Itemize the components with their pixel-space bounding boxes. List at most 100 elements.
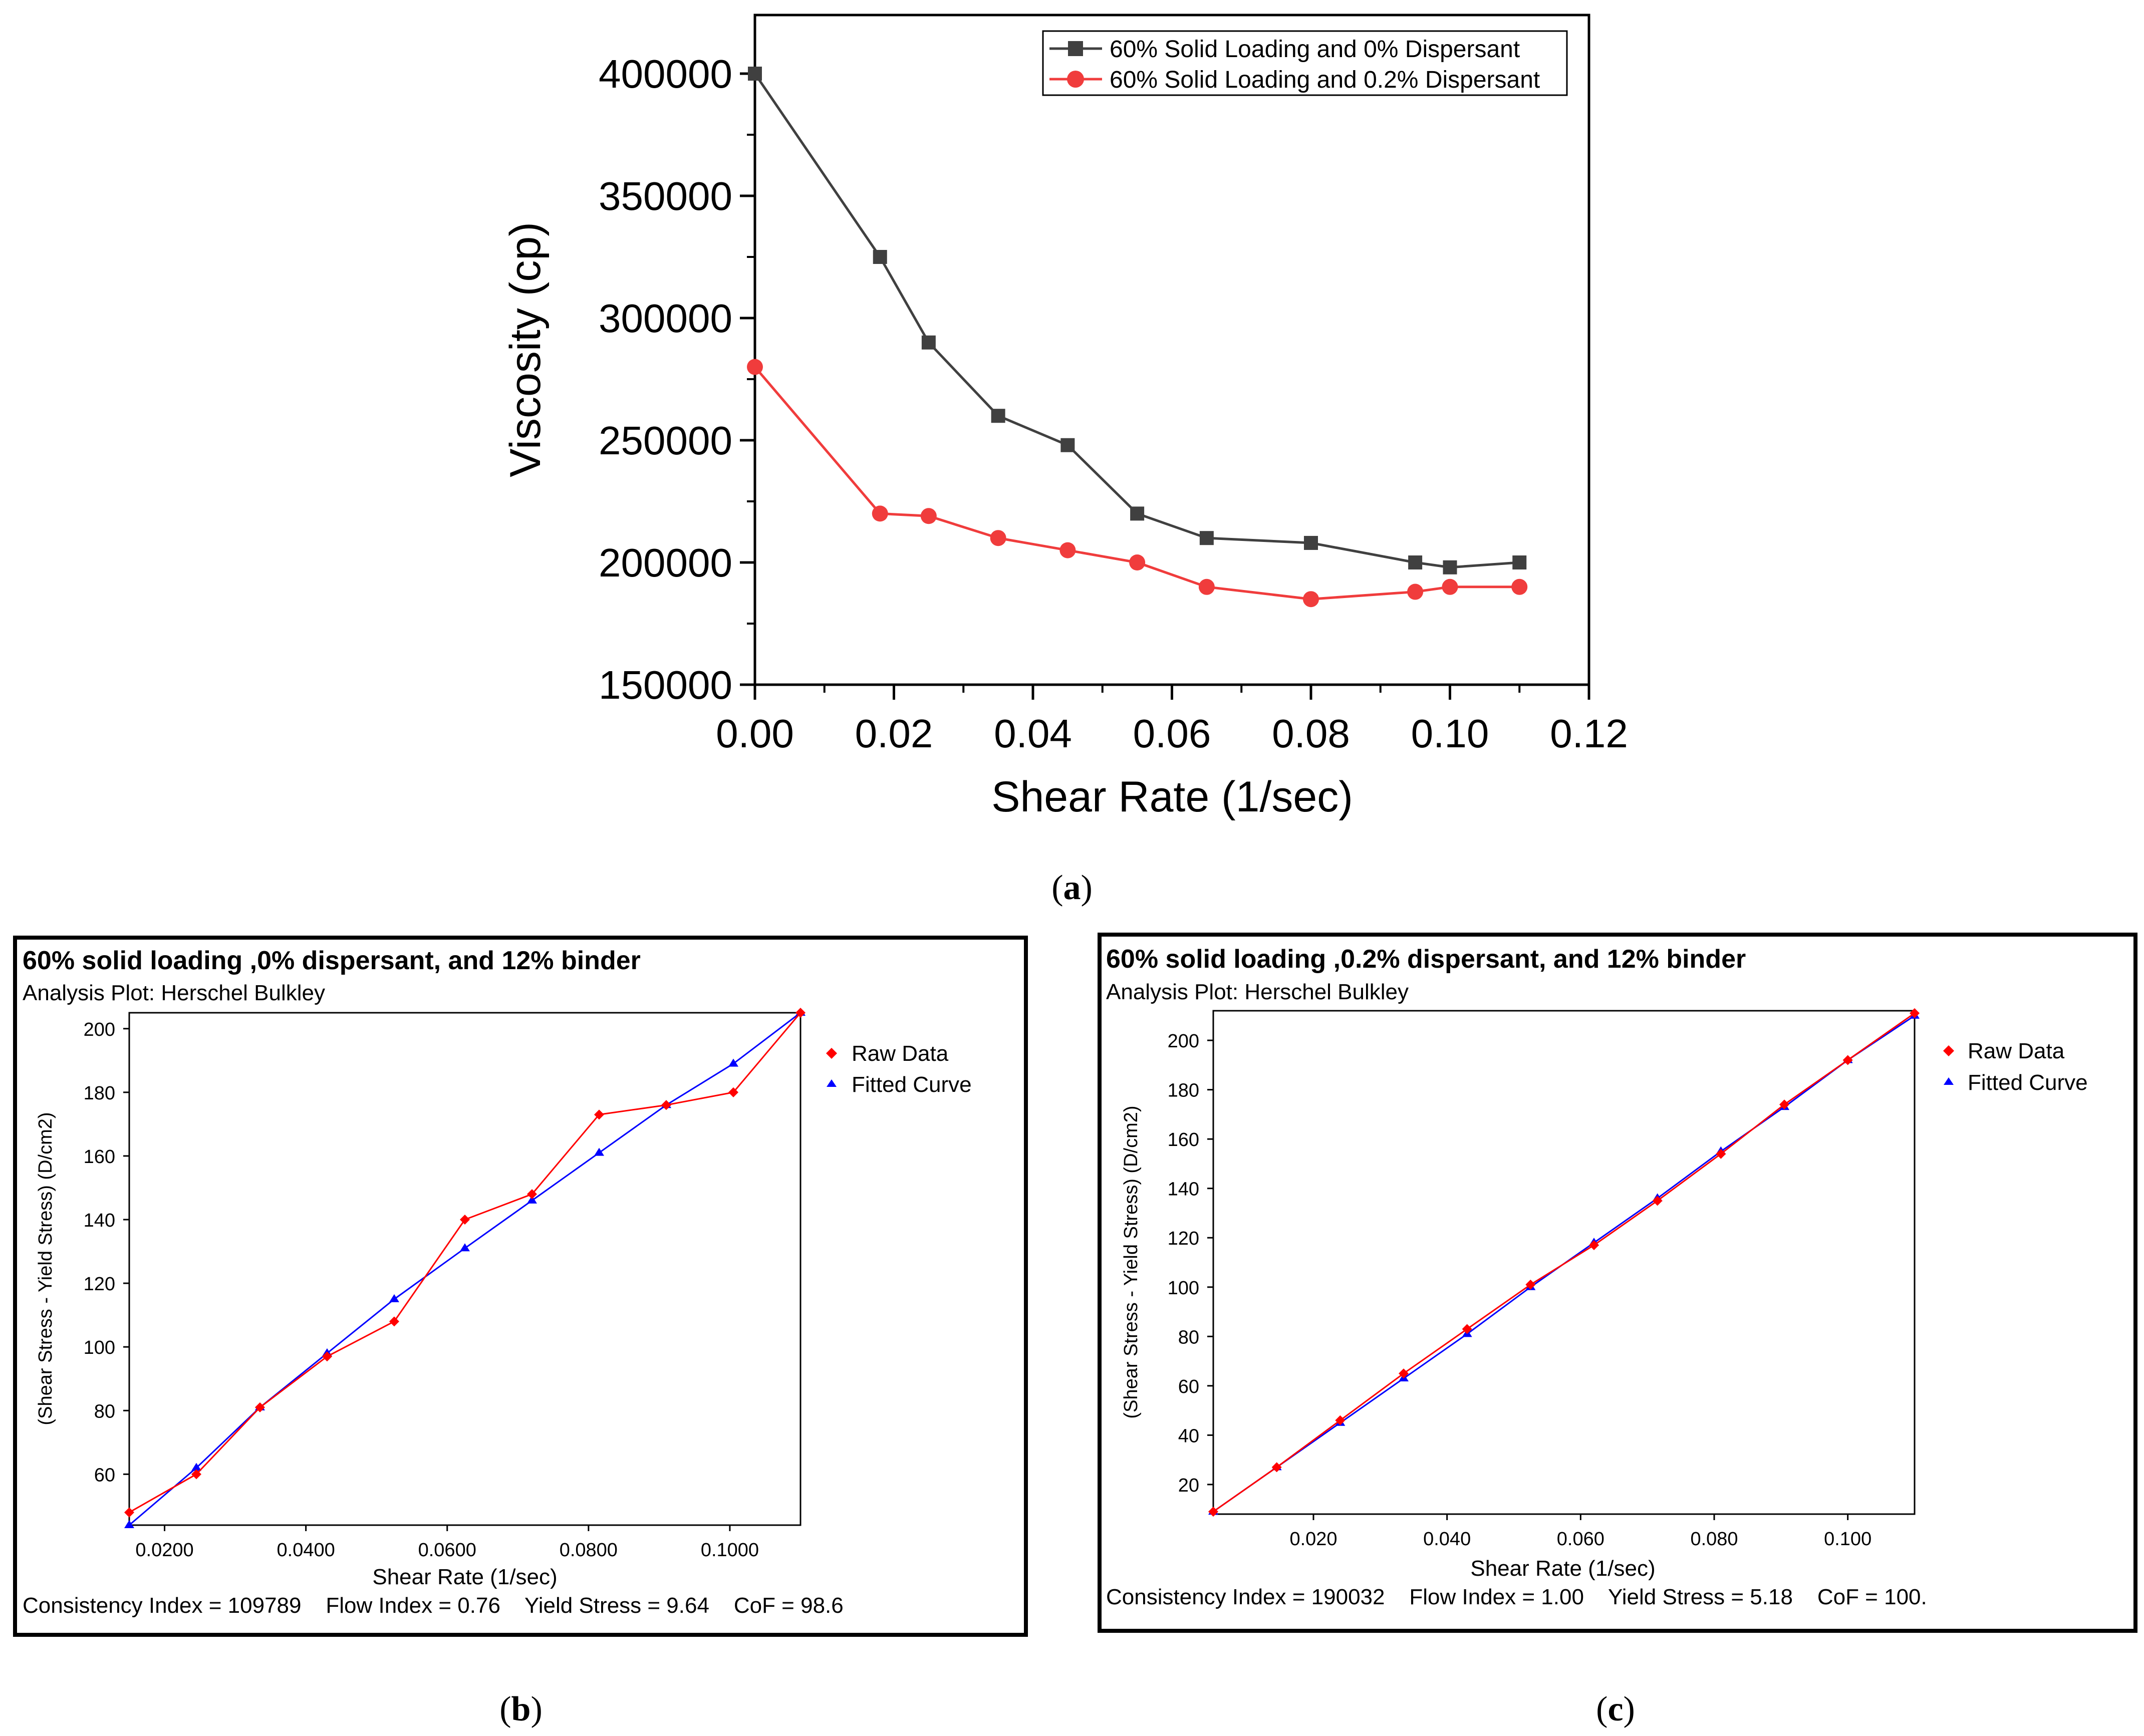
data-point-series-1 [1199, 531, 1214, 545]
raw-data-point [1335, 1415, 1346, 1425]
data-point-series-2 [1198, 578, 1215, 595]
y-tick-label: 150000 [599, 663, 732, 707]
data-point-series-2 [1442, 578, 1458, 595]
x-tick-label: 0.10 [1411, 711, 1489, 756]
y-tick-label: 60 [1178, 1376, 1199, 1397]
legend-marker-raw-data [1943, 1045, 1954, 1056]
panel-c-legend: Raw Data Fitted Curve [1943, 1039, 2088, 1095]
panel-a-legend: 60% Solid Loading and 0% Dispersant 60% … [1042, 30, 1568, 96]
y-tick-label: 100 [1168, 1278, 1199, 1299]
fitted-curve-point [460, 1243, 470, 1252]
data-point-series-1 [1443, 560, 1457, 574]
panel-c-series [1208, 1008, 1920, 1517]
x-tick-label: 0.02 [855, 711, 933, 756]
panel-c-y-axis-title: (Shear Stress - Yield Stress) (D/cm2) [1121, 1105, 1142, 1418]
raw-data-point [124, 1507, 134, 1518]
y-tick-label: 60 [94, 1465, 115, 1486]
legend-label-raw-data: Raw Data [852, 1041, 949, 1066]
y-tick-label: 200000 [599, 540, 732, 585]
panel-b-plot-frame [128, 1012, 801, 1526]
x-tick-label: 0.0800 [560, 1540, 618, 1561]
panel-b-caption-letter: b [511, 1690, 531, 1728]
panel-c-caption-letter: c [1607, 1690, 1623, 1728]
panel-a-viscosity-chart: 0.00 0.02 0.04 0.06 0.08 0.10 0.12 150000 200000… [501, 14, 1628, 907]
panel-b-y-axis-title: (Shear Stress - Yield Stress) (D/cm2) [35, 1112, 56, 1425]
legend-marker-series-2 [1067, 71, 1084, 88]
legend-label-series-2: 60% Solid Loading and 0.2% Dispersant [1110, 67, 1540, 93]
raw-data-point [1525, 1279, 1536, 1290]
data-point-series-1 [1512, 555, 1527, 569]
raw-data-point [1589, 1240, 1599, 1251]
panel-c-x-axis-title: Shear Rate (1/sec) [1470, 1556, 1655, 1581]
panel-b-subtitle: Analysis Plot: Herschel Bulkley [23, 981, 325, 1005]
y-tick-label: 200 [84, 1019, 115, 1040]
panel-b-caption: (b) [499, 1690, 543, 1728]
panel-b-title: 60% solid loading ,0% dispersant, and 12… [23, 946, 641, 975]
data-point-series-1 [1408, 555, 1423, 569]
legend-marker-raw-data [826, 1048, 837, 1059]
data-point-series-2 [872, 505, 888, 522]
legend-label-fitted-curve: Fitted Curve [852, 1072, 972, 1097]
raw-data-point [1271, 1462, 1282, 1473]
panel-c-plot-frame [1212, 1010, 1916, 1515]
panel-c-title: 60% solid loading ,0.2% dispersant, and … [1106, 945, 1746, 974]
y-tick-label: 160 [1168, 1129, 1199, 1150]
x-tick-label: 0.12 [1550, 711, 1628, 756]
y-tick-label: 400000 [599, 52, 732, 96]
raw-data-point [389, 1316, 399, 1327]
x-tick-label: 0.0600 [418, 1540, 476, 1561]
panel-b-series [124, 1008, 806, 1528]
raw-data-point [1842, 1055, 1853, 1065]
x-tick-label: 0.020 [1289, 1529, 1337, 1550]
raw-data-point [661, 1100, 671, 1110]
y-tick-label: 140 [1168, 1179, 1199, 1200]
x-tick-label: 0.060 [1557, 1529, 1604, 1550]
x-tick-label: 0.100 [1824, 1529, 1871, 1550]
fitted-curve-point [594, 1147, 604, 1156]
data-point-series-2 [1059, 542, 1076, 558]
y-tick-label: 200 [1168, 1031, 1199, 1052]
y-tick-label: 40 [1178, 1425, 1199, 1446]
data-point-series-2 [747, 359, 763, 375]
raw-data-point [1652, 1196, 1663, 1206]
y-tick-label: 100 [84, 1337, 115, 1358]
data-point-series-2 [1511, 578, 1528, 595]
panel-a-series [747, 67, 1528, 608]
x-tick-label: 0.06 [1133, 711, 1211, 756]
y-tick-label: 80 [94, 1401, 115, 1422]
panel-b-x-axis-title: Shear Rate (1/sec) [372, 1565, 557, 1589]
legend-label-raw-data: Raw Data [1968, 1039, 2065, 1063]
panel-a-y-axis-title: Viscosity (cp) [501, 222, 550, 477]
raw-data-point [1910, 1008, 1920, 1018]
x-tick-label: 0.08 [1272, 711, 1350, 756]
raw-data-point [795, 1008, 806, 1018]
data-point-series-1 [1304, 535, 1318, 550]
x-tick-label: 0.1000 [701, 1540, 759, 1561]
data-point-series-2 [1129, 554, 1146, 570]
legend-marker-fitted-curve [827, 1079, 837, 1087]
x-tick-label: 0.0400 [277, 1540, 335, 1561]
raw-data-point [594, 1109, 604, 1120]
panel-c-subtitle: Analysis Plot: Herschel Bulkley [1106, 980, 1409, 1004]
data-point-series-1 [1130, 506, 1145, 521]
data-point-series-1 [748, 67, 762, 81]
raw-data-point [1399, 1368, 1409, 1379]
raw-data-point [1716, 1148, 1726, 1159]
raw-data-point [322, 1351, 332, 1362]
data-point-series-2 [920, 508, 937, 524]
y-tick-label: 120 [84, 1274, 115, 1295]
x-tick-label: 0.04 [994, 711, 1072, 756]
data-point-series-2 [1303, 591, 1319, 608]
legend-marker-fitted-curve [1944, 1077, 1954, 1085]
raw-data-point [254, 1402, 265, 1412]
data-point-series-1 [991, 409, 1005, 423]
panel-b-axes: 0.0200 0.0400 0.0600 0.0800 0.1000 60 80 100 120… [84, 1019, 759, 1561]
panel-c-caption: (c) [1596, 1690, 1635, 1728]
panel-c-herschel-bulkley-plot: 60% solid loading ,0.2% dispersant, and … [1098, 933, 2137, 1728]
panel-b-legend: Raw Data Fitted Curve [826, 1041, 972, 1097]
raw-data-point [728, 1087, 738, 1097]
fitted-curve-point [527, 1195, 537, 1204]
panel-a-legend-box [1042, 30, 1568, 96]
panel-c-footer-stats: Consistency Index = 190032 Flow Index = … [1106, 1585, 1927, 1609]
data-point-series-2 [990, 530, 1006, 546]
